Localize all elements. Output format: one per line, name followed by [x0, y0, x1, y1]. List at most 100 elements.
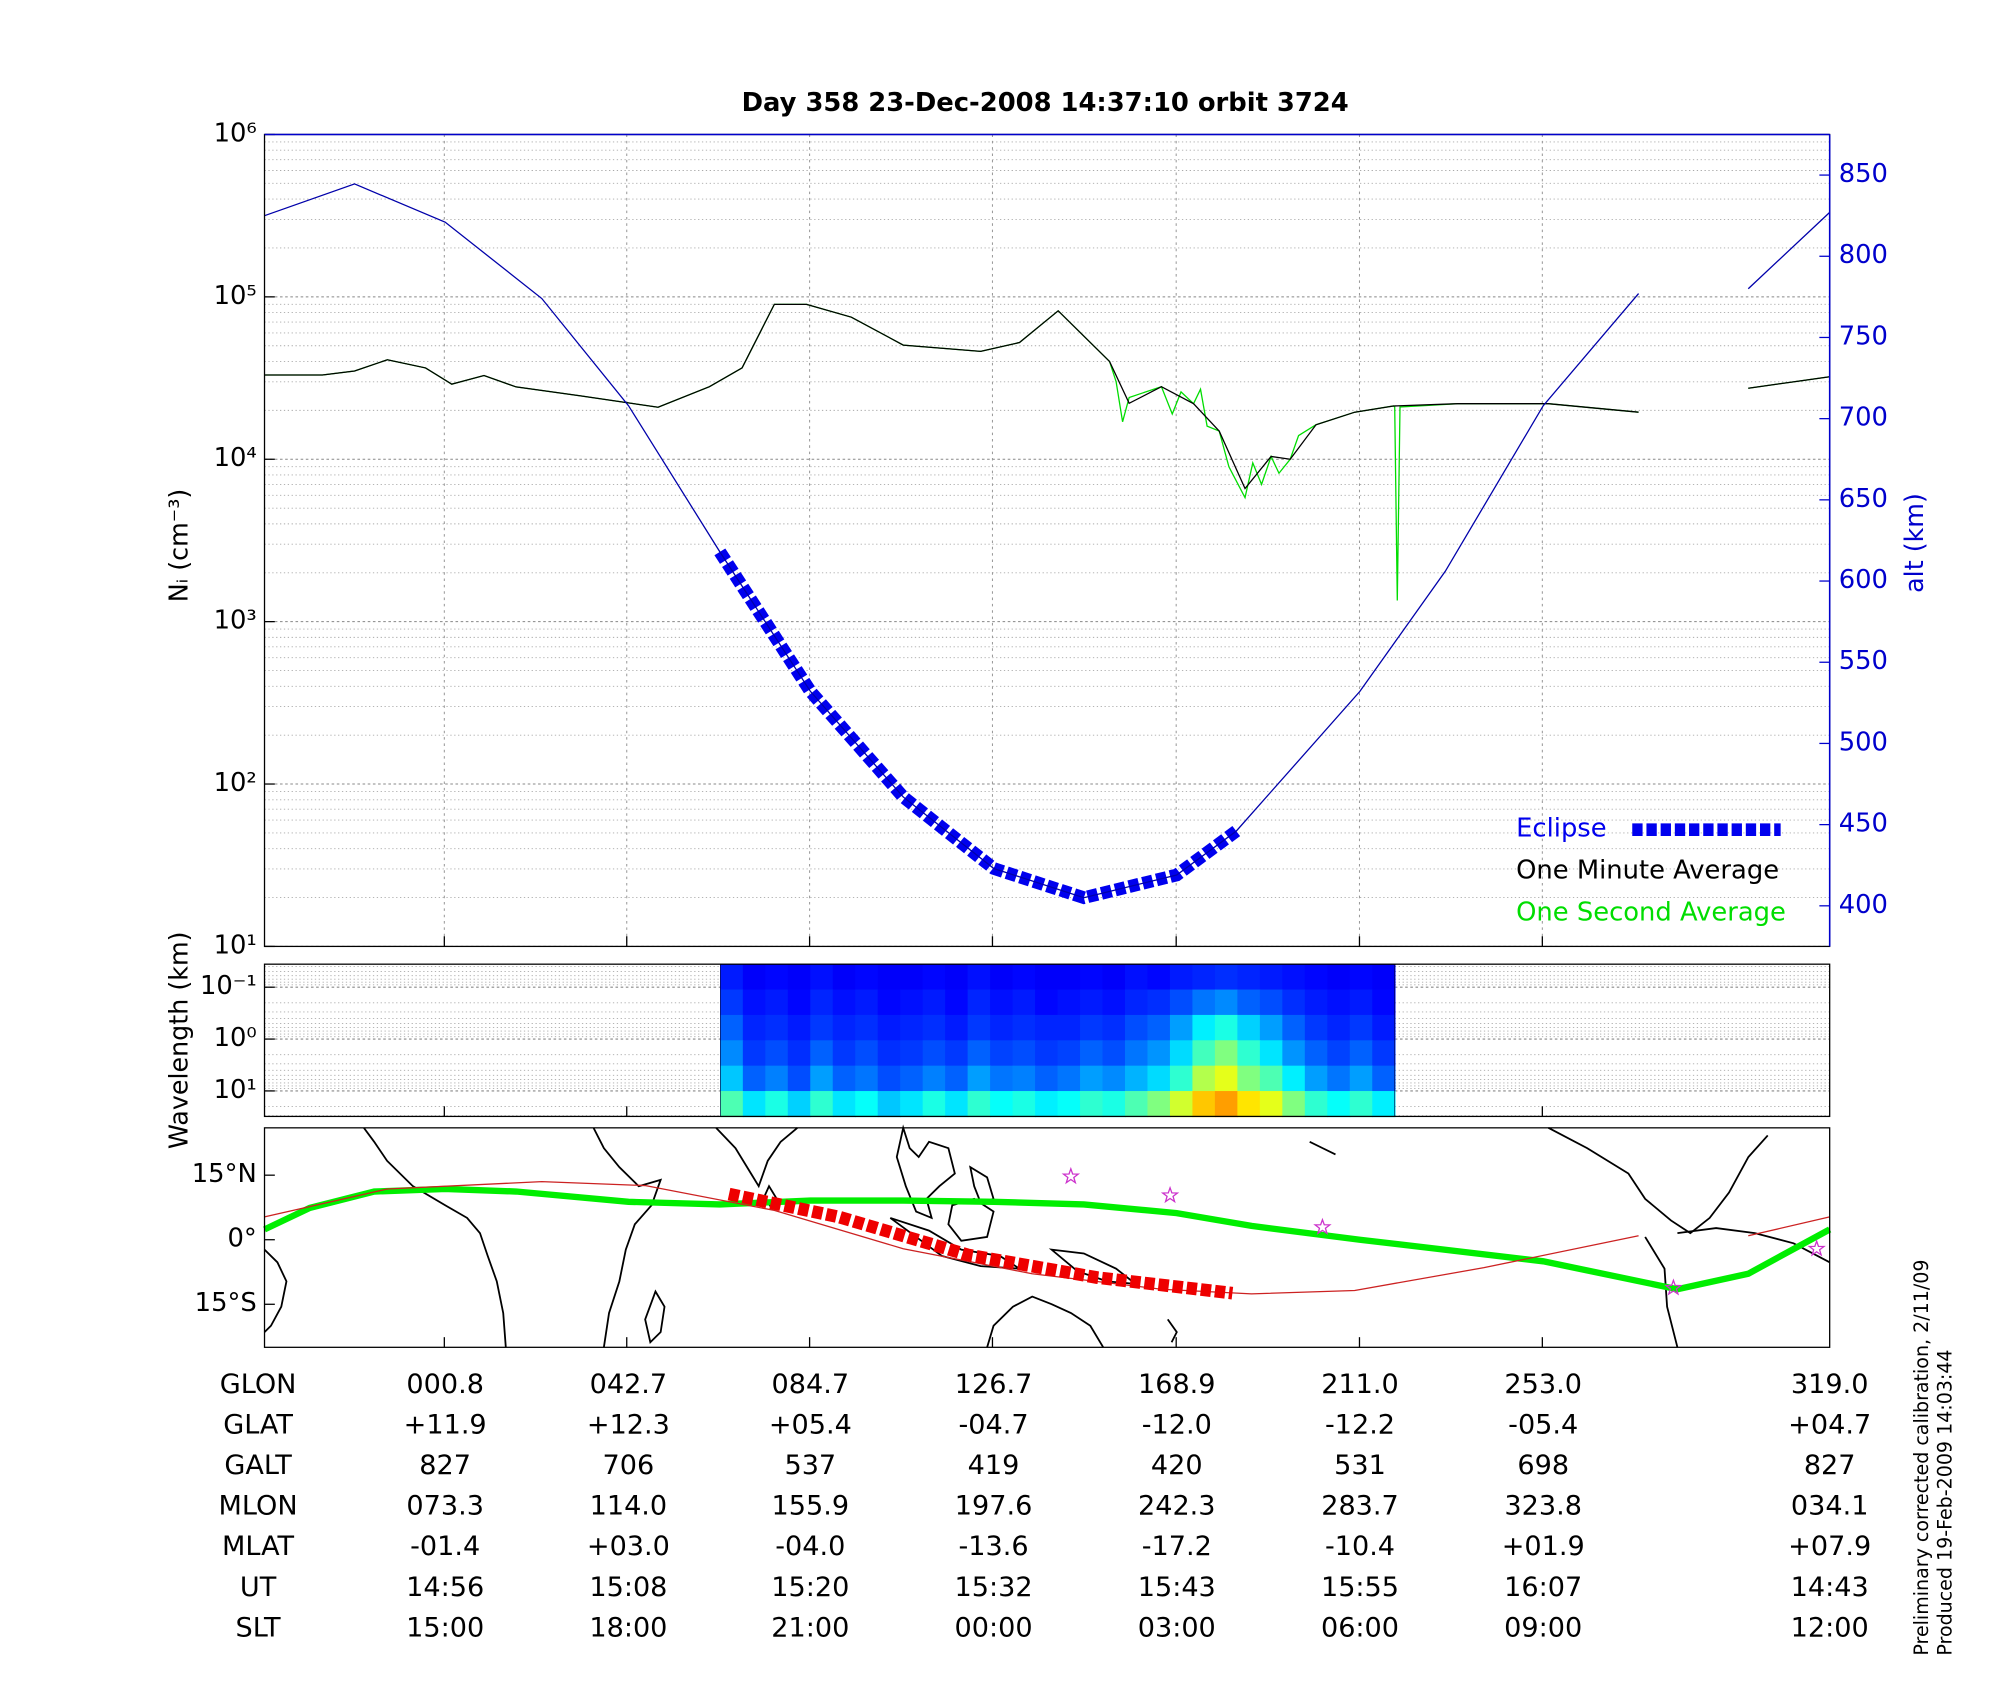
spectrogram-cell	[765, 1040, 789, 1067]
star-marker	[1807, 1239, 1826, 1257]
spectrogram-cell	[1304, 1014, 1329, 1042]
spectrogram-cell	[900, 1040, 924, 1067]
spectrogram-cell	[1282, 1014, 1306, 1042]
spectrogram-cell	[1327, 989, 1351, 1016]
spectrogram-cell	[787, 1014, 812, 1042]
spectrogram-cell	[1349, 989, 1374, 1016]
spectrogram-cell	[1080, 964, 1104, 991]
row-header: UT	[240, 1572, 277, 1603]
coastlines	[263, 1124, 1831, 1348]
spectrogram-cell	[810, 1014, 834, 1042]
y2-tick-label: 500	[1839, 728, 1888, 758]
y-tick-label: 10⁻¹	[200, 971, 257, 1001]
spectrogram-cell	[1192, 989, 1216, 1016]
table-cell: 827	[1804, 1450, 1856, 1481]
spectrogram-cell	[720, 1065, 744, 1092]
row-header: GLON	[220, 1369, 297, 1400]
spectrogram-cell	[765, 1065, 789, 1092]
note: Preliminary corrected calibration, 2/11/…	[1910, 1260, 1933, 1656]
spectrogram-cell	[810, 1040, 834, 1067]
spectrogram-cell	[1102, 1091, 1126, 1118]
spectrogram-cell	[1282, 1065, 1306, 1092]
spectrogram-cell	[900, 1091, 924, 1118]
spectrogram-cell	[832, 989, 857, 1016]
spectrogram-cell	[922, 1014, 946, 1042]
spectrogram-cell	[922, 1040, 946, 1067]
spectrogram-cell	[1214, 1091, 1239, 1118]
spectrogram-cell	[1372, 1014, 1396, 1042]
spectrogram-cell	[1012, 1014, 1036, 1042]
spectrogram-cell	[1124, 1065, 1149, 1092]
y2-tick-label: 600	[1839, 565, 1888, 595]
spectrogram-cell	[1012, 1040, 1036, 1067]
spectrogram-cell	[1192, 1014, 1216, 1042]
row-header: SLT	[236, 1613, 282, 1644]
table-cell: +05.4	[769, 1410, 852, 1441]
spectrogram-cell	[877, 1040, 901, 1067]
spectrogram-cell	[1124, 989, 1149, 1016]
table-cell: +04.7	[1788, 1410, 1871, 1441]
table-cell: 16:07	[1504, 1572, 1582, 1603]
spectrogram-cell	[1057, 1014, 1081, 1042]
y-axis-label: Wavelength (km)	[165, 931, 195, 1149]
spectrogram-cell	[810, 1065, 834, 1092]
table-cell: +07.9	[1788, 1531, 1871, 1562]
y-tick-label: 15°S	[195, 1288, 257, 1318]
table-cell: 242.3	[1138, 1491, 1216, 1522]
table-cell: +03.0	[587, 1531, 670, 1562]
spectrogram-cell	[1259, 964, 1284, 991]
row-header: GALT	[224, 1450, 292, 1481]
y-tick-label: 10¹	[214, 931, 257, 961]
spectrogram-cell	[1012, 1065, 1036, 1092]
table-cell: 319.0	[1791, 1369, 1869, 1400]
row-header: MLON	[219, 1491, 298, 1522]
row-header: MLAT	[222, 1531, 295, 1562]
table-cell: 126.7	[955, 1369, 1033, 1400]
spectrogram-cell	[1349, 1091, 1374, 1118]
spectrogram-cell	[787, 989, 812, 1016]
spectrogram-cell	[1192, 1040, 1216, 1067]
spectrogram-cell	[877, 964, 901, 991]
spectrogram-cell	[1102, 1014, 1126, 1042]
spectrogram-cell	[1237, 989, 1261, 1016]
spectrogram-cell	[1282, 989, 1306, 1016]
spectrogram-cell	[1372, 964, 1396, 991]
spectrogram-cell	[1124, 1091, 1149, 1118]
coastline	[1167, 1318, 1178, 1343]
spectrogram-cell	[765, 1014, 789, 1042]
y2-tick-label: 400	[1839, 890, 1888, 920]
y2-tick-label: 750	[1839, 322, 1888, 352]
table-cell: 420	[1151, 1450, 1203, 1481]
spectrogram-cell	[922, 1091, 946, 1118]
spectrogram-cell	[855, 964, 879, 991]
spectrogram-cell	[1214, 1014, 1239, 1042]
spectrogram-cell	[1147, 1040, 1171, 1067]
table-cell: 073.3	[406, 1491, 484, 1522]
data-line	[263, 1185, 1832, 1293]
spectrogram-cell	[742, 1014, 767, 1042]
spectrogram-cell	[1057, 989, 1081, 1016]
spectrogram-cell	[1372, 1040, 1396, 1067]
spectrogram-cell	[990, 964, 1014, 991]
spectrogram-cell	[1259, 1014, 1284, 1042]
table-cell: 283.7	[1321, 1491, 1399, 1522]
spectrogram-cell	[1057, 964, 1081, 991]
table-cell: -10.4	[1325, 1531, 1395, 1562]
spectrogram-cell	[967, 1014, 991, 1042]
table-cell: -04.7	[959, 1410, 1029, 1441]
spectrogram-cell	[945, 1014, 969, 1042]
spectrogram-cell	[1192, 1065, 1216, 1092]
spectrogram-cell	[742, 989, 767, 1016]
coastline	[263, 1248, 288, 1333]
spectrogram-cell	[720, 964, 744, 991]
spectrogram-cell	[1304, 1065, 1329, 1092]
spectrogram-cell	[1214, 1065, 1239, 1092]
spectrogram-cell	[900, 1014, 924, 1042]
spectrogram-cell	[945, 1065, 969, 1092]
table-cell: +12.3	[587, 1410, 670, 1441]
coastline	[715, 1127, 799, 1189]
spectrogram-cell	[1035, 1040, 1059, 1067]
table-cell: 706	[603, 1450, 655, 1481]
